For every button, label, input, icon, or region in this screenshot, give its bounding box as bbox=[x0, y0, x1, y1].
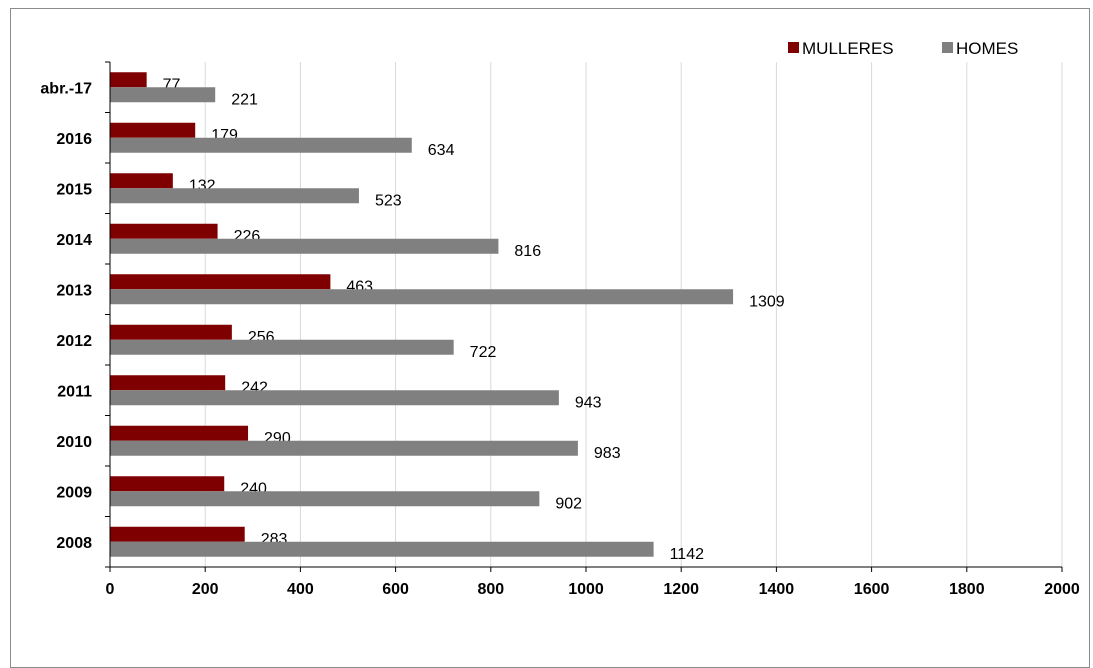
data-label: 1142 bbox=[670, 546, 705, 563]
axes: 0 200 400 600 800 1000 1200 1400 1600 1800 2000 abr… bbox=[40, 61, 1080, 598]
bar-mulleres-2010 bbox=[110, 425, 249, 441]
x-tick-label: 1200 bbox=[663, 581, 699, 598]
bar-homes-2008 bbox=[110, 541, 654, 557]
category-label: 2016 bbox=[56, 131, 92, 148]
legend-label-homes: HOMES bbox=[956, 39, 1018, 58]
bar-homes-2010 bbox=[110, 440, 578, 456]
category-label: 2009 bbox=[56, 484, 92, 501]
bar-mulleres-abr.-17 bbox=[110, 72, 147, 88]
bar-homes-2012 bbox=[110, 339, 454, 355]
data-label: 902 bbox=[555, 495, 582, 512]
bar-mulleres-2013 bbox=[110, 274, 331, 290]
data-label: 983 bbox=[594, 445, 621, 462]
x-tick-label: 200 bbox=[192, 581, 219, 598]
bar-mulleres-2012 bbox=[110, 324, 232, 340]
legend-swatch-mulleres bbox=[788, 42, 799, 53]
bar-mulleres-2011 bbox=[110, 375, 226, 391]
data-label: 523 bbox=[375, 192, 402, 209]
data-label: 221 bbox=[231, 91, 258, 108]
data-label: 722 bbox=[470, 344, 497, 361]
bar-mulleres-2016 bbox=[110, 122, 196, 138]
category-label: 2010 bbox=[56, 434, 92, 451]
bar-homes-abr.-17 bbox=[110, 87, 216, 103]
category-label: 2013 bbox=[56, 282, 92, 299]
legend: MULLERES HOMES bbox=[788, 39, 1018, 58]
data-label: 1309 bbox=[749, 293, 785, 310]
bar-mulleres-2014 bbox=[110, 223, 218, 239]
bar-homes-2011 bbox=[110, 390, 559, 406]
legend-label-mulleres: MULLERES bbox=[802, 39, 894, 58]
bar-homes-2013 bbox=[110, 289, 734, 305]
x-tick-label: 600 bbox=[382, 581, 409, 598]
bar-chart: 7722117963413252322681646313092567222429… bbox=[40, 39, 1080, 598]
x-tick-label: 1800 bbox=[949, 581, 985, 598]
x-tick-label: 400 bbox=[287, 581, 314, 598]
category-label: 2015 bbox=[56, 181, 92, 198]
data-label: 634 bbox=[428, 142, 455, 159]
bars: 7722117963413252322681646313092567222429… bbox=[110, 72, 785, 563]
x-tick-label: 1000 bbox=[568, 581, 604, 598]
x-tick-label: 1600 bbox=[854, 581, 890, 598]
data-label: 943 bbox=[575, 394, 602, 411]
category-label: 2012 bbox=[56, 333, 92, 350]
category-label: 2008 bbox=[56, 535, 92, 552]
category-label: abr.-17 bbox=[40, 80, 92, 97]
category-label: 2014 bbox=[56, 232, 92, 249]
legend-swatch-homes bbox=[942, 42, 953, 53]
data-label: 816 bbox=[514, 243, 541, 260]
x-tick-label: 1400 bbox=[759, 581, 795, 598]
bar-homes-2014 bbox=[110, 238, 499, 254]
bar-homes-2015 bbox=[110, 188, 359, 204]
category-label: 2011 bbox=[57, 383, 92, 400]
bar-homes-2016 bbox=[110, 137, 412, 153]
bar-homes-2009 bbox=[110, 491, 540, 507]
x-tick-label: 0 bbox=[106, 581, 115, 598]
x-tick-label: 800 bbox=[477, 581, 504, 598]
x-tick-label: 2000 bbox=[1044, 581, 1080, 598]
bar-mulleres-2008 bbox=[110, 526, 245, 542]
bar-mulleres-2009 bbox=[110, 476, 225, 492]
bar-mulleres-2015 bbox=[110, 173, 173, 189]
